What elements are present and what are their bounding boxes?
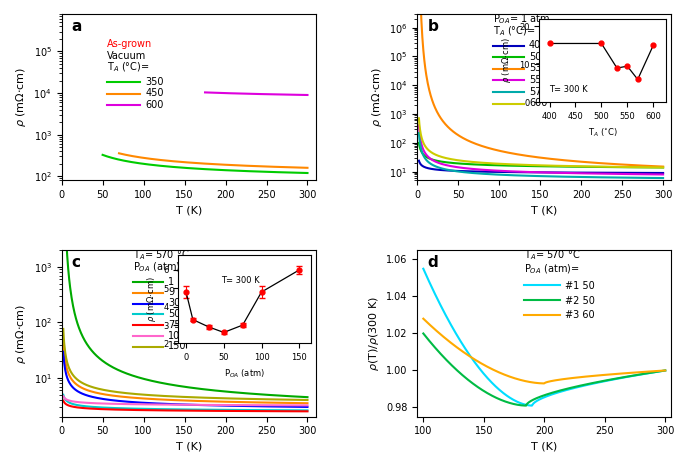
Text: P$_{OA}$ (atm)=: P$_{OA}$ (atm)= xyxy=(524,262,580,275)
Text: 400: 400 xyxy=(529,40,547,50)
Text: 530: 530 xyxy=(529,63,547,73)
Y-axis label: $\rho$ (m$\Omega$$\cdot$cm): $\rho$ (m$\Omega$$\cdot$cm) xyxy=(369,67,384,127)
Text: T$_A$ (°C)=: T$_A$ (°C)= xyxy=(493,24,536,38)
Text: 550: 550 xyxy=(529,75,548,85)
X-axis label: T (K): T (K) xyxy=(175,442,202,452)
Text: 100: 100 xyxy=(169,331,187,341)
X-axis label: T (K): T (K) xyxy=(175,206,202,216)
Text: 350: 350 xyxy=(145,77,164,87)
Text: T$_A$= 570 °C: T$_A$= 570 °C xyxy=(524,249,580,263)
Text: 570: 570 xyxy=(529,87,548,97)
Text: Vacuum: Vacuum xyxy=(108,51,147,61)
Text: 600: 600 xyxy=(145,100,164,110)
Text: 600: 600 xyxy=(529,98,547,108)
Text: 450: 450 xyxy=(145,88,164,98)
Text: T$_A$ (°C)=: T$_A$ (°C)= xyxy=(108,61,150,74)
X-axis label: T (K): T (K) xyxy=(531,206,558,216)
Y-axis label: $\rho$ (m$\Omega$$\cdot$cm): $\rho$ (m$\Omega$$\cdot$cm) xyxy=(14,303,28,363)
Text: 1: 1 xyxy=(169,276,175,287)
Text: a: a xyxy=(72,19,82,34)
Text: 75: 75 xyxy=(169,320,181,330)
X-axis label: T (K): T (K) xyxy=(531,442,558,452)
Text: 50: 50 xyxy=(169,309,181,319)
Text: 30: 30 xyxy=(169,298,181,308)
Text: b: b xyxy=(427,19,438,34)
Text: c: c xyxy=(72,255,81,270)
Y-axis label: $\rho$(T)/$\rho$(300 K): $\rho$(T)/$\rho$(300 K) xyxy=(366,296,380,371)
Text: 150: 150 xyxy=(169,341,187,351)
Text: #1 50: #1 50 xyxy=(564,281,595,291)
Text: #2 50: #2 50 xyxy=(564,295,595,306)
Text: P$_{OA}$= 1 atm: P$_{OA}$= 1 atm xyxy=(493,12,551,26)
Text: #3 60: #3 60 xyxy=(564,311,594,320)
Text: As-grown: As-grown xyxy=(108,39,153,49)
Text: P$_{OA}$ (atm)=: P$_{OA}$ (atm)= xyxy=(133,260,188,274)
Text: 9: 9 xyxy=(169,288,175,297)
Y-axis label: $\rho$ (m$\Omega$$\cdot$cm): $\rho$ (m$\Omega$$\cdot$cm) xyxy=(14,67,28,127)
Text: d: d xyxy=(427,255,438,270)
Text: 500: 500 xyxy=(529,52,547,62)
Text: T$_A$= 570 °C: T$_A$= 570 °C xyxy=(133,249,189,263)
